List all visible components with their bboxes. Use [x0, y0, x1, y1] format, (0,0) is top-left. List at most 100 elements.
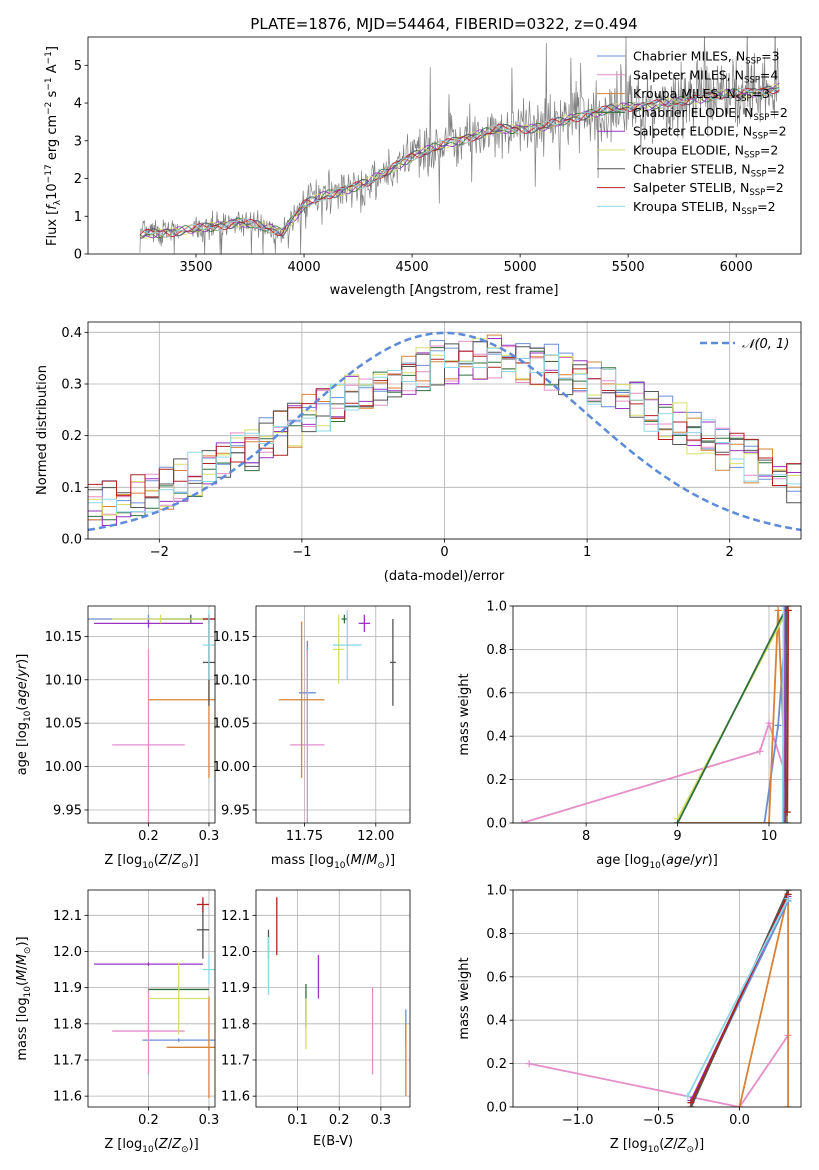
- y-tick-label: 11.9: [221, 981, 250, 996]
- y-tick-label: 0.2: [486, 773, 507, 788]
- y-tick-label: 12.0: [221, 945, 250, 960]
- axes-frame: [255, 605, 411, 824]
- weight-marker-kroupa_stelib: [780, 606, 788, 610]
- x-axis-label: (data-model)/error: [384, 569, 505, 584]
- x-tick-label: 11.75: [286, 829, 323, 844]
- x-tick-label: 10: [761, 829, 778, 844]
- y-tick-label: 0.3: [61, 378, 82, 393]
- weight-line-salpeter_miles: [521, 720, 789, 823]
- x-tick-label: 5000: [504, 260, 537, 275]
- x-axis-label: Z [log10(Z/Z⊙)]: [610, 1137, 704, 1155]
- y-tick-label: 12.1: [53, 909, 82, 924]
- x-tick-label: 0.2: [329, 1113, 350, 1128]
- weight-vs-metallicity-panel: −1.0 −0.5 0.0 0.0 0.2 0.4 0.6 0.8 1.0 Z [log10(Z/…: [457, 884, 802, 1155]
- y-tick-label: 10.00: [45, 760, 82, 775]
- y-tick-label: 0.6: [486, 970, 507, 985]
- y-tick-label: 10.15: [45, 630, 82, 645]
- y-tick-label: 10.10: [45, 673, 82, 688]
- axes-frame: [87, 36, 802, 255]
- x-tick-label: 2: [726, 545, 734, 560]
- plot-area: [518, 606, 792, 823]
- weight-line-kroupa_stelib: [686, 898, 789, 1097]
- x-tick-label: 4000: [288, 260, 321, 275]
- mass-vs-metallicity-panel: 0.2 0.3 11.6 11.7 11.8 11.9 12.0 12.1 Z [log10(Z…: [15, 889, 220, 1155]
- grid-lines: [256, 606, 410, 823]
- y-tick-label: 0.4: [486, 730, 507, 745]
- weight-marker-salpeter_stelib: [783, 808, 791, 816]
- y-axis-label: mass weight: [457, 673, 472, 755]
- y-tick-label: 1.0: [486, 600, 507, 615]
- y-tick-label: 11.8: [221, 1017, 250, 1032]
- y-tick-label: 0.4: [61, 326, 82, 341]
- y-tick-label: 11.7: [221, 1053, 250, 1068]
- y-tick-label: 0.0: [61, 533, 82, 548]
- plot-area: [525, 890, 792, 1107]
- x-tick-label: 4500: [396, 260, 429, 275]
- plot-area: [139, 37, 780, 254]
- y-tick-label: 1: [74, 210, 82, 225]
- axes-frame: [87, 605, 216, 824]
- weight-marker-kroupa_stelib: [784, 895, 792, 903]
- legend-label: Salpeter STELIB, NSSP=2: [633, 180, 784, 198]
- x-tick-label: 1: [583, 545, 591, 560]
- y-tick-label: 11.7: [53, 1053, 82, 1068]
- y-tick-label: 3: [74, 134, 82, 149]
- weight-marker-chabrier_miles: [774, 721, 782, 729]
- y-axis-label: Flux [fλ10−17 erg cm−2 s−1 A−1]: [44, 46, 63, 246]
- weight-marker-chabrier_stelib: [781, 819, 789, 823]
- y-tick-label: 5: [74, 59, 82, 74]
- weight-marker-salpeter_elodie: [781, 606, 789, 610]
- x-tick-label: 9: [673, 829, 681, 844]
- axes-frame: [87, 321, 802, 540]
- residuals-histogram-panel: −2 −1 0 1 2 0.0 0.1 0.2 0.3 0.4 (data-model)/error…: [35, 321, 802, 584]
- y-tick-label: 12.1: [221, 909, 250, 924]
- weight-marker-salpeter_miles: [765, 719, 773, 727]
- y-tick-label: 0.8: [486, 643, 507, 658]
- legend-label: Kroupa STELIB, NSSP=2: [633, 199, 776, 217]
- weight-line-chabrier_elodie: [676, 606, 789, 823]
- histogram-kroupa_stelib: [88, 347, 801, 513]
- axes-frame: [255, 889, 411, 1108]
- y-tick-label: 0.1: [61, 481, 82, 496]
- weight-marker-salpeter_miles: [518, 819, 526, 823]
- y-tick-label: 0.0: [486, 1101, 507, 1116]
- weight-marker-salpeter_miles: [756, 747, 764, 755]
- x-tick-label: −1.0: [562, 1113, 594, 1128]
- y-tick-label: 11.9: [53, 981, 82, 996]
- y-tick-label: 4: [74, 97, 82, 112]
- grid-lines: [513, 605, 801, 824]
- model-spectrum-kroupa_stelib: [139, 87, 780, 238]
- legend-label: 𝒩(0, 1): [742, 337, 789, 352]
- y-axis-label: Normed distribution: [35, 365, 50, 495]
- age-vs-mass-panel: 11.75 12.00 9.95 10.00 10.05 10.10 10.15 mass […: [213, 605, 411, 871]
- y-tick-label: 0.2: [486, 1057, 507, 1072]
- weight-vs-age-panel: 8 9 10 0.0 0.2 0.4 0.6 0.8 1.0 age [log10(age/yr)…: [457, 600, 802, 871]
- x-tick-label: −1: [292, 545, 311, 560]
- plot-area: [278, 610, 396, 823]
- observed-spectrum: [139, 219, 180, 254]
- weight-line-chabrier_stelib: [784, 606, 788, 823]
- legend-label: Kroupa ELODIE, NSSP=2: [633, 143, 778, 161]
- grid-lines: [256, 890, 410, 1107]
- x-tick-label: 0.3: [199, 1113, 220, 1128]
- weight-marker-kroupa_miles: [765, 819, 773, 823]
- weight-marker-salpeter_stelib: [687, 1099, 695, 1107]
- model-spectrum-chabrier_elodie: [139, 86, 780, 239]
- y-tick-label: 0.6: [486, 686, 507, 701]
- weight-marker-salpeter_miles: [525, 1060, 533, 1068]
- x-tick-label: 8: [582, 829, 590, 844]
- legend-label: Chabrier MILES, NSSP=3: [633, 49, 780, 67]
- plot-area: [94, 897, 215, 1098]
- x-tick-label: 6000: [720, 260, 753, 275]
- axes-frame: [87, 889, 216, 1108]
- y-tick-label: 0: [74, 248, 82, 263]
- y-tick-label: 10.15: [213, 630, 250, 645]
- x-axis-label: E(B-V): [313, 1134, 353, 1149]
- x-tick-label: 3500: [179, 260, 212, 275]
- x-tick-label: 12.00: [357, 829, 394, 844]
- y-tick-label: 1.0: [486, 884, 507, 899]
- x-tick-label: 0.1: [287, 1113, 308, 1128]
- weight-line-salpeter_elodie: [782, 606, 786, 823]
